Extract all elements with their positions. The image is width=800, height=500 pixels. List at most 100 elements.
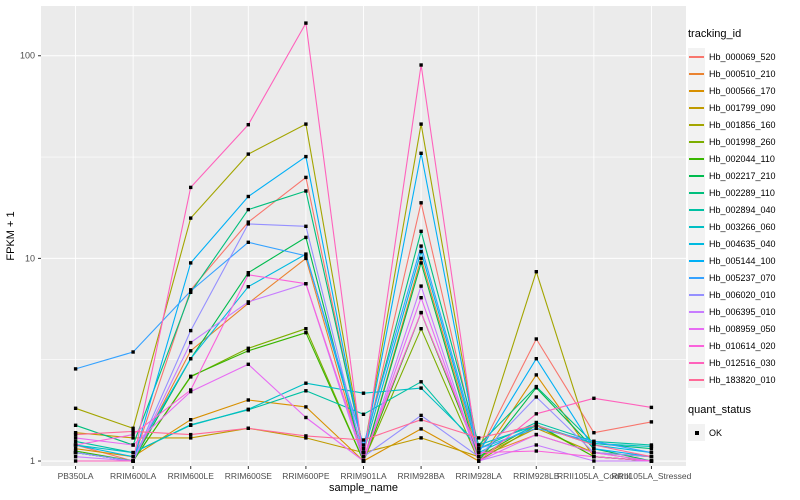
legend-entry-Hb_001856_160: Hb_001856_160 [688, 116, 798, 133]
point-marker [73, 406, 78, 410]
point-marker [361, 391, 366, 395]
point-marker [304, 434, 308, 438]
x-tick-label: RRIM600PE [282, 471, 330, 481]
legend-label: Hb_001998_260 [709, 136, 776, 147]
y-tick-label: 1 [30, 456, 35, 466]
point-marker [189, 374, 193, 378]
point-marker [73, 459, 78, 463]
point-marker [246, 207, 250, 212]
legend-key-line-icon [689, 208, 704, 211]
x-tick-label: RRIM928BA [397, 471, 445, 481]
point-marker [73, 439, 78, 444]
point-marker [131, 459, 135, 463]
point-marker [73, 431, 78, 435]
legend-key-box [688, 82, 705, 99]
legend-key-box [688, 48, 705, 65]
point-marker [534, 357, 538, 361]
point-marker [73, 423, 78, 427]
point-marker [419, 436, 423, 440]
legend-label: Hb_001856_160 [709, 119, 776, 130]
legend-label: Hb_010614_020 [709, 340, 776, 351]
point-marker [361, 459, 366, 463]
legend-label: Hb_002217_210 [709, 170, 776, 181]
point-marker [649, 405, 654, 410]
legend-key-line-icon [689, 276, 704, 279]
legend-key-box [688, 371, 705, 388]
legend-key-box [688, 201, 705, 218]
point-marker [592, 443, 596, 447]
point-marker [592, 396, 596, 400]
legend-entry-ok: OK [688, 424, 798, 441]
x-tick-label: RRII105LA_Control [557, 471, 631, 481]
point-marker [304, 331, 308, 335]
point-marker [649, 444, 654, 449]
legend-entry-Hb_000510_210: Hb_000510_210 [688, 65, 798, 82]
point-marker [304, 252, 308, 256]
point-marker [246, 222, 250, 226]
point-marker [419, 151, 423, 155]
legend-key-line-icon [689, 191, 704, 194]
legend-key-line-icon [689, 123, 704, 126]
point-marker [419, 380, 423, 384]
point-marker [649, 455, 654, 459]
legend-label: Hb_002044_110 [709, 153, 775, 164]
legend-key-box [688, 65, 705, 82]
legend-key-box [688, 269, 705, 286]
point-marker [592, 455, 596, 459]
point-marker [419, 386, 423, 390]
point-marker [534, 432, 538, 437]
point-marker [477, 450, 481, 455]
point-marker [477, 443, 481, 447]
legend-key-line-icon [689, 327, 704, 330]
legend-label: Hb_183820_010 [709, 374, 776, 385]
legend-label: Hb_000069_520 [709, 51, 776, 62]
point-marker [361, 447, 366, 451]
point-marker [304, 389, 308, 393]
legend-entry-Hb_002894_040: Hb_002894_040 [688, 201, 798, 218]
legend: tracking_id Hb_000069_520 Hb_000510_210 Hb… [688, 28, 798, 441]
point-marker [304, 415, 308, 420]
point-marker [477, 447, 481, 451]
point-marker [534, 384, 538, 389]
point-marker [131, 429, 135, 434]
point-marker [304, 254, 308, 258]
point-marker [419, 427, 423, 431]
point-marker [361, 455, 366, 459]
point-marker [304, 21, 308, 25]
legend-entry-Hb_000566_170: Hb_000566_170 [688, 82, 798, 99]
legend-key-line-icon [689, 310, 704, 313]
legend-key-line-icon [689, 242, 704, 245]
legend-label-ok: OK [709, 427, 723, 438]
point-marker [131, 436, 135, 440]
legend-label: Hb_000510_210 [709, 68, 776, 79]
legend-key-box [688, 99, 705, 116]
point-marker [649, 459, 654, 463]
point-marker [246, 271, 250, 275]
legend-key-box [688, 133, 705, 150]
point-marker [73, 432, 78, 437]
y-axis-title: FPKM + 1 [5, 211, 17, 261]
point-marker [534, 373, 538, 377]
point-marker [534, 395, 538, 399]
legend-key-box [688, 116, 705, 133]
legend-key-line-icon [689, 361, 704, 364]
point-marker [419, 244, 423, 248]
point-marker [246, 240, 250, 244]
point-marker [246, 346, 250, 350]
point-marker [246, 426, 250, 430]
point-marker [131, 350, 135, 354]
point-marker [246, 349, 250, 353]
point-marker [361, 450, 366, 455]
point-marker [419, 249, 423, 254]
point-marker [189, 328, 193, 333]
point-marker [304, 154, 308, 159]
legend-title-tracking-id: tracking_id [688, 28, 742, 40]
point-marker [419, 413, 423, 418]
point-marker [246, 398, 250, 402]
point-marker [246, 285, 250, 289]
point-marker [419, 229, 423, 233]
point-marker [304, 381, 308, 385]
legend-entry-Hb_005144_100: Hb_005144_100 [688, 252, 798, 269]
point-marker [304, 436, 308, 440]
